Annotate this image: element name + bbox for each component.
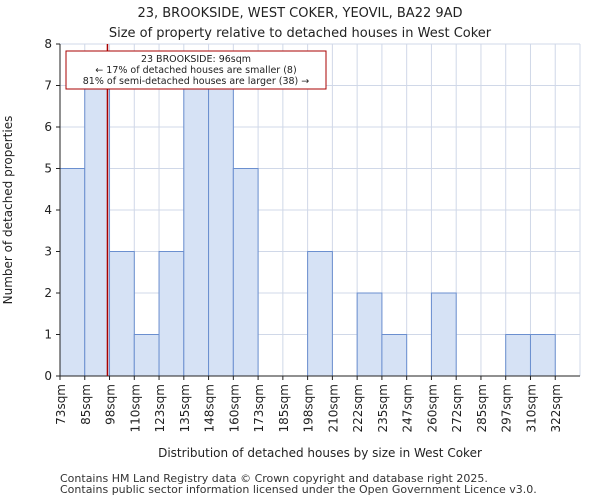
annotation-title: 23 BROOKSIDE: 96sqm: [141, 54, 251, 65]
x-tick-label: 247sqm: [401, 384, 415, 432]
x-tick-label: 123sqm: [153, 384, 167, 432]
x-tick-label: 322sqm: [549, 384, 563, 432]
bar: [133, 334, 160, 377]
y-tick-label: 4: [44, 203, 52, 217]
x-tick-label: 173sqm: [252, 384, 266, 432]
bar: [307, 251, 333, 377]
y-tick-label: 5: [44, 162, 52, 176]
x-tick-label: 260sqm: [425, 384, 439, 432]
bar: [183, 85, 210, 377]
x-tick-label: 110sqm: [128, 384, 142, 432]
bar: [505, 334, 531, 377]
y-tick-label: 1: [44, 328, 52, 342]
bar: [109, 251, 135, 377]
bar: [208, 85, 234, 377]
x-tick-label: 285sqm: [475, 384, 489, 432]
bar: [430, 292, 457, 377]
x-tick-label: 73sqm: [54, 384, 68, 425]
y-tick-label: 7: [44, 79, 52, 93]
bar: [59, 168, 86, 377]
bar: [381, 334, 408, 377]
annotation-smaller: ← 17% of detached houses are smaller (8): [95, 65, 296, 76]
annotation-larger: 81% of semi-detached houses are larger (…: [83, 76, 310, 87]
x-axis-label: Distribution of detached houses by size …: [158, 446, 482, 460]
x-tick-label: 297sqm: [500, 384, 514, 432]
x-tick-label: 135sqm: [178, 384, 192, 432]
x-tick-label: 198sqm: [302, 384, 316, 432]
bar: [84, 85, 111, 377]
x-tick-label: 148sqm: [203, 384, 217, 432]
y-tick-label: 8: [44, 37, 52, 51]
x-tick-label: 272sqm: [450, 384, 464, 432]
bar: [356, 292, 383, 377]
x-tick-label: 235sqm: [376, 384, 390, 432]
y-tick-label: 3: [44, 245, 52, 259]
y-axis-label: Number of detached properties: [1, 116, 15, 305]
x-tick-label: 185sqm: [277, 384, 291, 432]
chart-title: 23, BROOKSIDE, WEST COKER, YEOVIL, BA22 …: [137, 6, 463, 21]
x-tick-label: 222sqm: [351, 384, 365, 432]
x-tick-label: 98sqm: [104, 384, 118, 425]
x-tick-label: 210sqm: [326, 384, 340, 432]
x-tick-label: 310sqm: [524, 384, 538, 432]
bar: [158, 251, 185, 377]
x-tick-label: 85sqm: [79, 384, 93, 425]
bar: [529, 334, 556, 377]
footer-licence: Contains public sector information licen…: [60, 483, 537, 496]
y-tick-label: 0: [44, 369, 52, 383]
x-tick-label: 160sqm: [227, 384, 241, 432]
bar: [232, 168, 259, 377]
annotation-box: [65, 50, 327, 90]
y-tick-label: 6: [44, 120, 52, 134]
chart-subtitle: Size of property relative to detached ho…: [108, 26, 492, 41]
y-tick-label: 2: [44, 286, 52, 300]
footer-copyright: Contains HM Land Registry data © Crown c…: [60, 472, 488, 485]
